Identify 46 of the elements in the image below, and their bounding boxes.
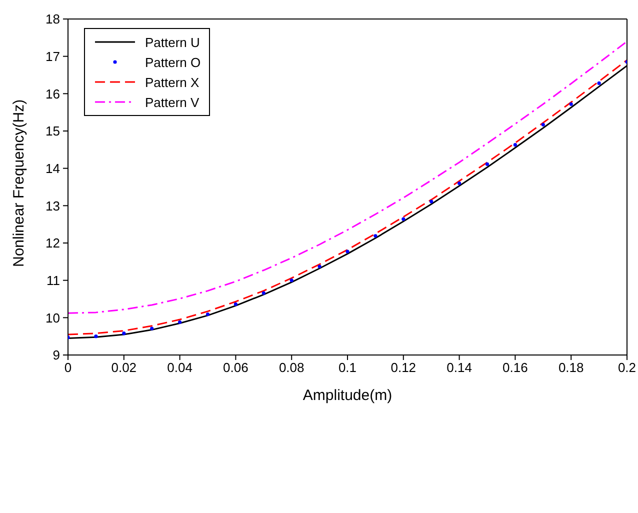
point: [290, 278, 294, 282]
x-tick-label: 0.06: [223, 360, 248, 376]
x-tick-label: 0.02: [111, 360, 137, 376]
point: [541, 122, 545, 126]
y-axis-title: Nonlinear Frequency(Hz): [10, 99, 28, 267]
x-tick-label: 0.18: [558, 360, 584, 376]
y-tick-label: 16: [46, 86, 60, 102]
point: [262, 291, 266, 295]
point: [430, 200, 434, 204]
y-tick-label: 14: [46, 160, 60, 176]
x-tick-label: 0.12: [390, 360, 416, 376]
point: [94, 334, 98, 338]
y-tick-label: 12: [46, 236, 60, 251]
point: [178, 320, 182, 324]
x-axis-title: Amplitude(m): [302, 387, 392, 404]
y-tick-label: 18: [46, 12, 60, 27]
point: [122, 332, 126, 336]
legend-label: Pattern U: [145, 34, 200, 50]
point: [318, 264, 322, 268]
point: [597, 81, 601, 86]
y-tick-label: 10: [46, 310, 60, 326]
point: [346, 250, 350, 254]
y-tick-label: 17: [46, 48, 60, 64]
y-tick-label: 9: [52, 348, 60, 363]
point: [402, 217, 406, 221]
x-tick-label: 0.14: [446, 360, 472, 376]
x-tick-label: 0.16: [502, 360, 528, 376]
point: [234, 302, 238, 306]
point: [513, 143, 517, 147]
x-tick-label: 0.2: [618, 360, 636, 376]
y-tick-label: 15: [46, 124, 60, 139]
x-tick-label: 0.04: [167, 360, 192, 376]
legend-label: Pattern X: [145, 74, 200, 90]
x-tick-label: 0.1: [338, 360, 357, 376]
x-tick-label: 0.08: [278, 360, 304, 376]
legend-label: Pattern O: [145, 54, 201, 70]
point: [485, 162, 490, 166]
point: [458, 181, 462, 186]
y-tick-label: 11: [46, 272, 60, 288]
point: [569, 102, 573, 106]
y-tick-label: 13: [46, 198, 60, 214]
point: [206, 312, 210, 316]
point: [150, 326, 154, 330]
point: [374, 234, 378, 238]
x-tick-label: 0: [64, 360, 72, 376]
legend-label: Pattern V: [145, 94, 200, 110]
